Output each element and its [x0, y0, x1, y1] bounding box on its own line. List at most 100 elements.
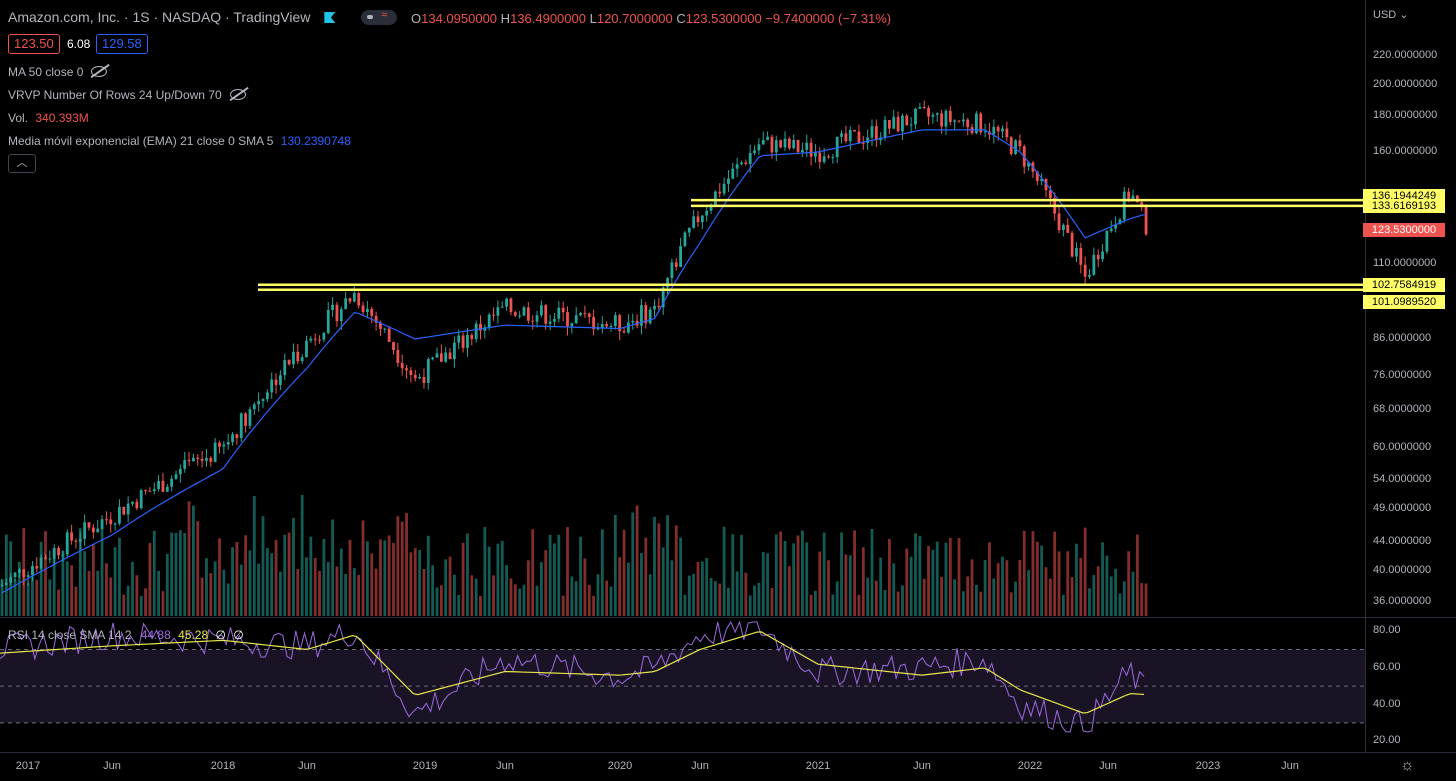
volume-bar	[370, 553, 374, 616]
settings-gear-icon[interactable]: ☼	[1400, 757, 1415, 774]
candle-body	[1066, 224, 1070, 233]
volume-bar	[531, 529, 535, 616]
volume-bar	[1057, 551, 1061, 616]
candle-body	[1140, 202, 1144, 207]
vrvp-label: VRVP Number Of Rows 24 Up/Down 70	[8, 88, 222, 102]
eye-hidden-icon[interactable]	[229, 89, 246, 100]
volume-bar	[457, 594, 461, 616]
volume-bar	[848, 555, 852, 616]
candle-body	[231, 434, 234, 443]
volume-bar	[44, 531, 47, 616]
candle-body	[544, 305, 548, 324]
volume-bar	[178, 530, 182, 616]
rsi-indicator[interactable]: RSI 14 close SMA 14 2 44.88 45.28 ∅ ∅	[8, 628, 244, 642]
volume-bar	[126, 585, 130, 616]
volume-bar	[1079, 557, 1083, 616]
eye-hidden-icon[interactable]	[91, 66, 108, 77]
volume-bar	[500, 540, 504, 616]
candle-body	[975, 113, 978, 134]
volume-bar	[1101, 542, 1104, 616]
volume-bar	[535, 585, 539, 616]
volume-bar	[231, 547, 234, 616]
candle-body	[957, 120, 961, 122]
currency-selector[interactable]: USD ⌄	[1373, 8, 1409, 21]
volume-bar	[413, 548, 417, 616]
candle-body	[48, 558, 52, 560]
candle-body	[35, 565, 39, 569]
candle-body	[727, 178, 730, 184]
candle-body	[705, 210, 709, 216]
volume-bar	[948, 537, 952, 616]
volume-bar	[466, 533, 469, 616]
candle-body	[413, 375, 417, 379]
candle-body	[252, 404, 256, 410]
candle-body	[1005, 128, 1009, 138]
rsi-tick-label: 20.00	[1373, 734, 1401, 747]
time-tick-label: 2020	[607, 760, 633, 772]
volume-bar	[566, 527, 569, 616]
candle-body	[570, 323, 574, 327]
volume-bar	[940, 576, 943, 616]
candle-body	[374, 315, 378, 323]
candle-body	[83, 522, 87, 539]
candle-body	[561, 307, 565, 313]
low-value: 120.7000000	[596, 11, 673, 26]
volume-bar	[1135, 534, 1139, 616]
candle-body	[1079, 248, 1083, 265]
candle-body	[901, 115, 904, 132]
sell-button[interactable]: 123.50	[8, 34, 60, 54]
candle-body	[305, 340, 308, 358]
collapse-legend-button[interactable]: ︿	[8, 154, 36, 173]
candle-body	[453, 342, 456, 360]
candle-body	[131, 501, 134, 504]
volume-bar	[374, 568, 378, 616]
ema-indicator[interactable]: Media móvil exponencial (EMA) 21 close 0…	[8, 134, 351, 148]
volume-bar	[731, 534, 735, 616]
candle-body	[922, 106, 926, 108]
volume-bar	[526, 560, 530, 616]
volume-bar	[914, 533, 917, 616]
candle-body	[779, 140, 783, 148]
time-tick-label: 2022	[1017, 760, 1043, 772]
volume-bar	[544, 550, 548, 616]
volume-bar	[518, 588, 522, 616]
candle-body	[396, 349, 400, 364]
buy-button[interactable]: 129.58	[96, 34, 148, 54]
volume-bar	[326, 562, 330, 616]
candle-body	[1127, 191, 1131, 200]
volume-bar	[627, 562, 630, 616]
volume-bar	[574, 581, 578, 616]
candle-body	[657, 305, 661, 308]
volume-bar	[1001, 556, 1004, 616]
vrvp-indicator[interactable]: VRVP Number Of Rows 24 Up/Down 70	[8, 88, 246, 102]
volume-bar	[714, 581, 717, 616]
candle-body	[109, 519, 113, 525]
volume-bar	[1031, 531, 1035, 616]
candle-body	[835, 136, 839, 158]
volume-bar	[587, 584, 591, 616]
candle-body	[426, 359, 430, 383]
candle-body	[322, 332, 326, 340]
candle-body	[927, 107, 930, 117]
rsi-sma-line	[0, 631, 1145, 714]
volume-bar	[1105, 555, 1109, 616]
ma-indicator[interactable]: MA 50 close 0	[8, 65, 108, 79]
volume-bar	[265, 548, 269, 616]
candle-body	[31, 565, 34, 576]
rsi-line	[0, 620, 1145, 733]
volume-bar	[801, 530, 804, 616]
time-tick-label: 2021	[805, 760, 831, 772]
volume-indicator[interactable]: Vol. 340.393M	[8, 111, 89, 125]
rsi-sma-value: 45.28	[178, 628, 209, 642]
compare-toggle[interactable]: ≈	[361, 9, 398, 25]
volume-bar	[448, 556, 452, 616]
candle-body	[1035, 171, 1039, 182]
candle-body	[1070, 232, 1074, 257]
pane-divider[interactable]	[0, 617, 1456, 618]
volume-bar	[113, 547, 117, 616]
candle-body	[653, 305, 656, 310]
volume-bar	[1131, 571, 1135, 616]
candle-body	[1083, 264, 1087, 277]
